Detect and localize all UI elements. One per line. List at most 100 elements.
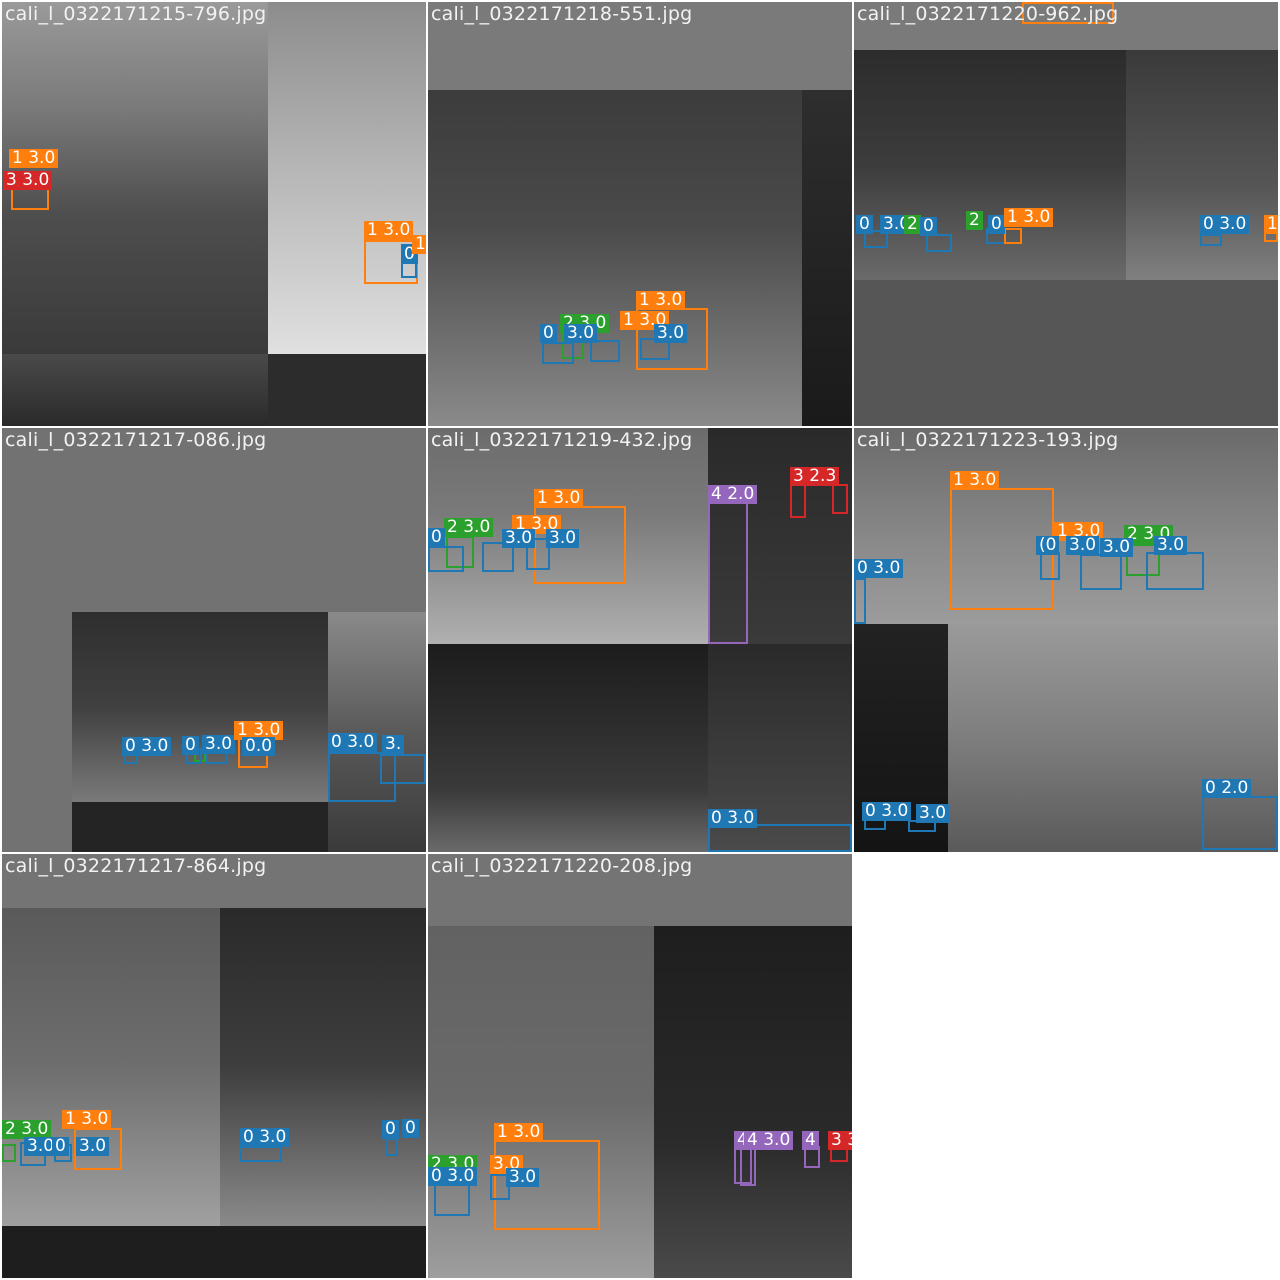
mosaic-tile: cali_l_0322171217-086.jpg 0 3.0 0 3.0 1 … xyxy=(2,428,426,852)
bounding-box xyxy=(708,502,748,644)
detection-label: 0 xyxy=(382,1120,399,1139)
mosaic-tile: cali_l_0322171220-962.jpg 0 3.0 2 0 2 0 … xyxy=(854,2,1278,426)
bounding-box xyxy=(1080,554,1122,590)
thermal-image-region xyxy=(802,90,852,426)
detection-label: 0 3.0 xyxy=(1200,215,1250,234)
image-filename: cali_l_0322171223-193.jpg xyxy=(857,429,1119,451)
detection-label: (0 xyxy=(1036,536,1060,555)
detection-label: 3.0 xyxy=(202,735,236,754)
mosaic-tile: cali_l_0322171223-193.jpg 1 3.0 1 3.0 2 … xyxy=(854,428,1278,852)
bounding-box xyxy=(446,536,474,568)
bounding-box xyxy=(864,230,888,248)
thermal-image-region xyxy=(948,624,1278,852)
detection-label: 3.0 xyxy=(1066,536,1100,555)
detection-label: 3.0 xyxy=(24,1137,58,1156)
bounding-box xyxy=(490,1174,510,1200)
detection-label: 3.0 xyxy=(76,1137,110,1156)
detection-label: 0.0 xyxy=(242,737,276,756)
detection-label: 1 3.0 xyxy=(1004,208,1054,227)
thermal-image-region xyxy=(428,2,852,90)
bounding-box xyxy=(1040,552,1060,580)
detection-label: 1 xyxy=(1264,215,1278,234)
detection-label: 1 3.0 xyxy=(636,291,686,310)
detection-label: 0 3.0 xyxy=(862,802,912,821)
bounding-box xyxy=(240,1146,282,1162)
thermal-image-region xyxy=(2,1226,426,1278)
bounding-box xyxy=(1004,228,1022,244)
image-filename: cali_l_0322171218-551.jpg xyxy=(431,3,693,25)
detection-label: 3.0 xyxy=(546,529,580,548)
thermal-image-region xyxy=(654,926,852,1278)
image-filename: cali_l_0322171220-208.jpg xyxy=(431,855,693,877)
detection-label: 0 3.0 xyxy=(328,733,378,752)
thermal-image-region xyxy=(854,280,1278,426)
thermal-image-region xyxy=(2,428,426,612)
detection-label: 1 3.0 xyxy=(534,489,584,508)
detection-label: 0 xyxy=(402,1119,419,1138)
detection-label: 2 xyxy=(966,211,983,230)
detection-label: 3.0 xyxy=(916,804,950,823)
thermal-image-region xyxy=(708,428,852,644)
detection-label: 0 xyxy=(988,215,1005,234)
detection-label: 4 2.0 xyxy=(708,485,758,504)
detection-label: 0 xyxy=(856,215,873,234)
bounding-box xyxy=(494,1140,600,1230)
thermal-image-region xyxy=(2,854,426,908)
bounding-box xyxy=(926,234,952,252)
bounding-box xyxy=(386,1138,398,1156)
detection-label: 0 3.0 xyxy=(122,737,172,756)
bounding-box xyxy=(708,824,852,852)
detection-label: 2 3.0 xyxy=(444,518,494,537)
thermal-image-region xyxy=(2,908,220,1226)
detection-label: 3.0 xyxy=(564,324,598,343)
detection-label: 0 xyxy=(52,1137,69,1156)
thermal-image-region xyxy=(1126,50,1278,280)
thermal-image-region xyxy=(2,354,268,426)
detection-label: 3.0 xyxy=(654,324,688,343)
detection-label: 0 2.0 xyxy=(1202,779,1252,798)
mosaic-tile: cali_l_0322171220-208.jpg 1 3.0 2 3.0 3.… xyxy=(428,854,852,1278)
detection-label: 1 3.0 xyxy=(62,1110,112,1129)
detection-label: 1 3.0 xyxy=(950,471,1000,490)
thermal-image-region xyxy=(854,2,1278,50)
bounding-box xyxy=(2,1144,16,1162)
detection-label: 4 xyxy=(802,1131,819,1150)
bounding-box xyxy=(380,754,426,784)
thermal-image-region xyxy=(428,90,802,426)
detection-label: 3.0 xyxy=(1100,538,1134,557)
detection-label: 1 xyxy=(412,235,426,254)
bounding-box xyxy=(1126,544,1160,576)
bounding-box xyxy=(854,578,866,624)
thermal-image-region xyxy=(2,612,72,852)
detection-label: 2 xyxy=(904,215,921,234)
bounding-box xyxy=(526,538,550,570)
bounding-box xyxy=(1146,552,1204,590)
mosaic-tile: cali_l_0322171219-432.jpg 1 3.0 2 3.0 1 … xyxy=(428,428,852,852)
mosaic-tile: cali_l_0322171218-551.jpg 1 3.0 2 3.0 1 … xyxy=(428,2,852,426)
thermal-image-region xyxy=(268,2,426,354)
thermal-image-region xyxy=(72,612,328,802)
bounding-box xyxy=(482,542,514,572)
detection-label: 3.0 xyxy=(506,1168,540,1187)
detection-label: 0 xyxy=(540,324,557,343)
bounding-box xyxy=(590,340,620,362)
detection-label: 3.0 xyxy=(502,529,536,548)
bounding-box xyxy=(328,752,396,802)
thermal-image-region xyxy=(428,926,654,1278)
bounding-box xyxy=(428,546,464,572)
mosaic-tile: cali_l_0322171215-796.jpg 1 3.0 3 3.0 1 … xyxy=(2,2,426,426)
thermal-image-region xyxy=(220,908,426,1226)
detection-label: 3 2.3 xyxy=(790,467,840,486)
detection-label: 0 3.0 xyxy=(854,559,904,578)
detection-label: 0 3.0 xyxy=(240,1128,290,1147)
image-filename: cali_l_0322171217-086.jpg xyxy=(5,429,267,451)
bounding-box xyxy=(74,1128,122,1170)
bounding-box xyxy=(1022,2,1114,24)
detection-label: 3.0 xyxy=(1154,536,1188,555)
thermal-image-region xyxy=(428,854,852,926)
detection-label: 1 3.0 xyxy=(9,149,59,168)
detection-label: 1 3.0 xyxy=(364,221,414,240)
bounding-box xyxy=(1200,234,1222,246)
detection-label: 2 3.0 xyxy=(2,1120,52,1139)
